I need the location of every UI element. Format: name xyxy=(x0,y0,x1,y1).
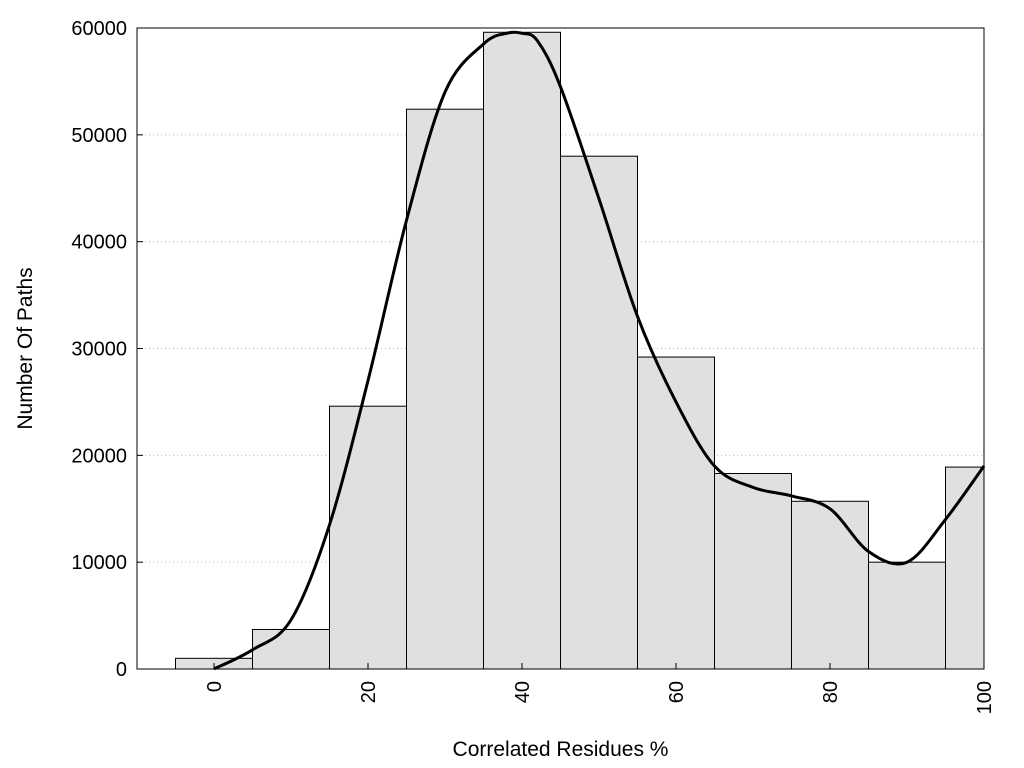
y-axis-ticks: 0 10000 20000 30000 40000 50000 60000 xyxy=(71,18,143,681)
histogram-bar xyxy=(483,31,561,670)
histogram-bar xyxy=(252,628,330,670)
y-tick-label: 10000 xyxy=(71,552,127,574)
histogram-bar xyxy=(329,405,407,670)
histogram-bars xyxy=(175,31,985,670)
x-tick-label: 80 xyxy=(820,681,842,703)
y-tick-label: 50000 xyxy=(71,125,127,147)
histogram-bar xyxy=(560,155,638,670)
histogram-bar xyxy=(868,561,946,670)
y-tick-label: 20000 xyxy=(71,445,127,467)
density-curve xyxy=(213,30,986,671)
y-tick-label: 40000 xyxy=(71,232,127,254)
y-tick-label: 30000 xyxy=(71,339,127,361)
x-tick-label: 0 xyxy=(204,681,226,692)
histogram-bar xyxy=(714,472,792,670)
y-axis-title: Number Of Paths xyxy=(14,267,37,429)
x-tick-label: 100 xyxy=(974,681,996,714)
histogram-bar xyxy=(945,466,985,670)
y-tick-label: 60000 xyxy=(71,18,127,40)
x-tick-label: 20 xyxy=(358,681,380,703)
density-curve-line xyxy=(213,30,986,671)
histogram-bar xyxy=(791,500,869,670)
x-tick-label: 60 xyxy=(666,681,688,703)
histogram-bar xyxy=(406,108,484,670)
x-axis-ticks: 0 20 40 60 80 100 xyxy=(204,663,996,714)
x-tick-label: 40 xyxy=(512,681,534,703)
x-axis-title: Correlated Residues % xyxy=(453,738,669,761)
y-tick-label: 0 xyxy=(116,659,127,681)
